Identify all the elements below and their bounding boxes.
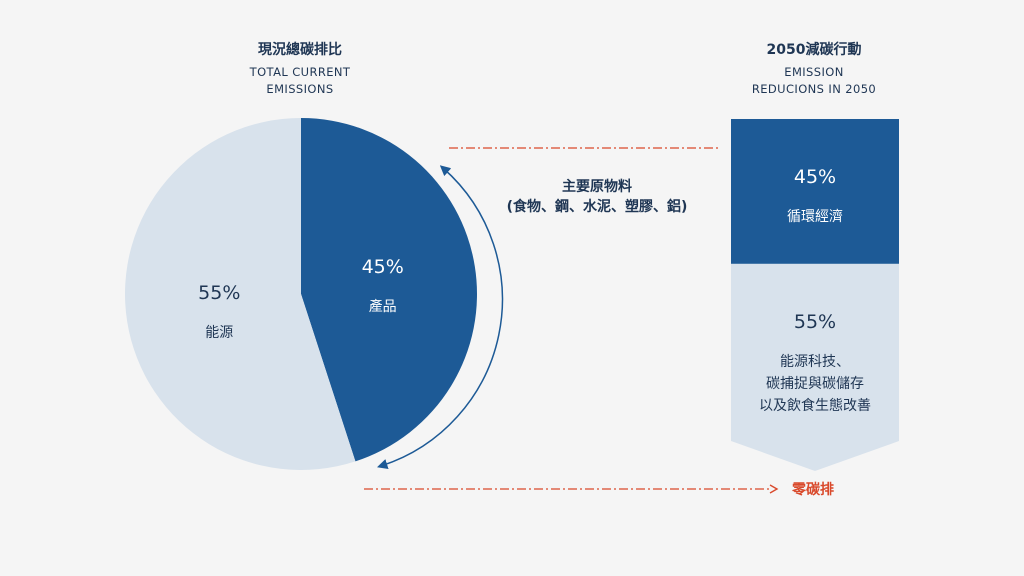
right-title-en-line2: REDUCIONS IN 2050 xyxy=(752,82,876,96)
bar-segment-0 xyxy=(731,119,899,264)
bar-segment-0-label-line-0: 循環經濟 xyxy=(787,209,843,225)
bar-segment-0-value: 45% xyxy=(794,166,836,188)
bar-segment-1 xyxy=(731,263,899,471)
left-title-en-line2: EMISSIONS xyxy=(266,82,333,96)
pie-slice-1-value: 55% xyxy=(198,282,240,304)
pie-slice-1 xyxy=(125,118,356,470)
bar-segment-1-value: 55% xyxy=(794,311,836,333)
middle-label-line1: 主要原物料 xyxy=(562,178,632,195)
curved-arrow-icon xyxy=(377,165,504,470)
bar-segment-1-label-line-2: 以及飲食生態改善 xyxy=(759,397,871,414)
pie-chart: 45% 產品 55% 能源 xyxy=(125,118,478,470)
zero-emission-label: 零碳排 xyxy=(791,481,834,498)
right-title-zh: 2050減碳行動 xyxy=(767,41,862,58)
left-title-zh: 現況總碳排比 xyxy=(258,41,342,58)
pie-slice-0-value: 45% xyxy=(362,256,404,278)
left-title-en-line1: TOTAL CURRENT xyxy=(249,65,351,79)
pie-slice-1-label: 能源 xyxy=(205,325,233,341)
pie-slice-0-label: 產品 xyxy=(369,298,397,315)
bar-segment-1-label-line-1: 碳捕捉與碳儲存 xyxy=(766,376,864,392)
right-title-en-line1: EMISSION xyxy=(784,65,843,79)
middle-label-line2: (食物、鋼、水泥、塑膠、鋁) xyxy=(507,198,688,215)
bar-segment-1-label-line-0: 能源科技、 xyxy=(780,354,850,370)
arrow-right-icon xyxy=(769,484,779,494)
